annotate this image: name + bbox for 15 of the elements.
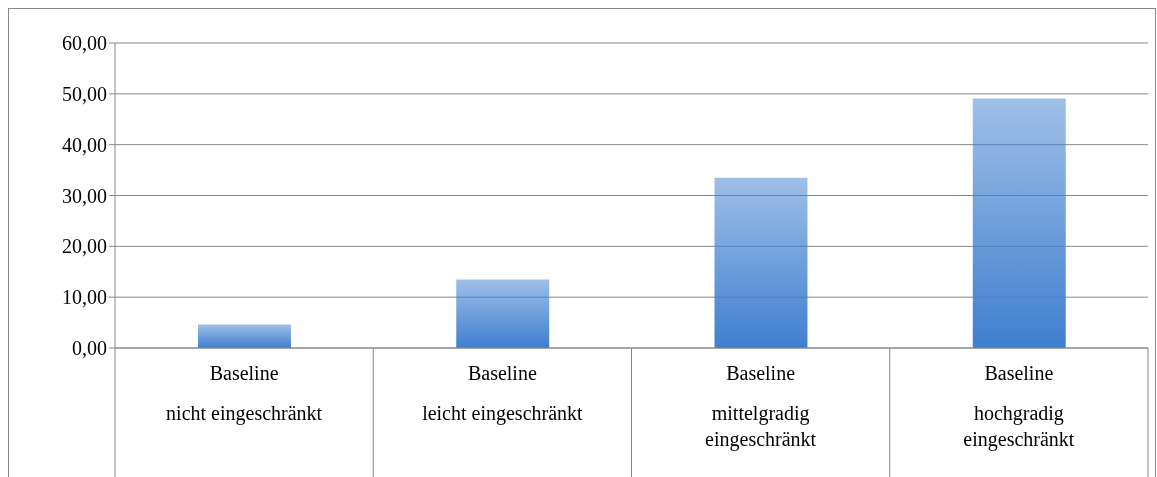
y-tick-label: 0,00 [72,337,107,360]
x-tick-label: Baseline nicht eingeschränkt [166,362,323,425]
y-tick-label: 20,00 [62,235,107,258]
x-tick-label: Baseline mittelgradig eingeschränkt [705,362,817,451]
x-tick-label: Baseline leicht eingeschränkt [422,362,584,425]
y-tick-label: 10,00 [62,286,107,309]
bar [714,177,808,348]
y-tick-label: 60,00 [62,32,107,55]
bar [456,279,550,348]
y-tick-label: 50,00 [62,82,107,105]
bar [198,324,291,348]
bar [972,98,1066,348]
x-tick-label: Baseline hochgradig eingeschränkt [963,362,1075,451]
y-tick-label: 30,00 [62,184,107,207]
y-tick-label: 40,00 [62,133,107,156]
